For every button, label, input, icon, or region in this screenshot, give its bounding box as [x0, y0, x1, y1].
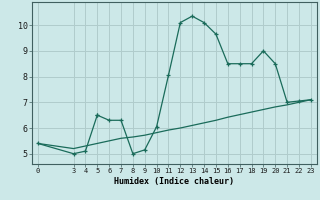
X-axis label: Humidex (Indice chaleur): Humidex (Indice chaleur)	[115, 177, 234, 186]
